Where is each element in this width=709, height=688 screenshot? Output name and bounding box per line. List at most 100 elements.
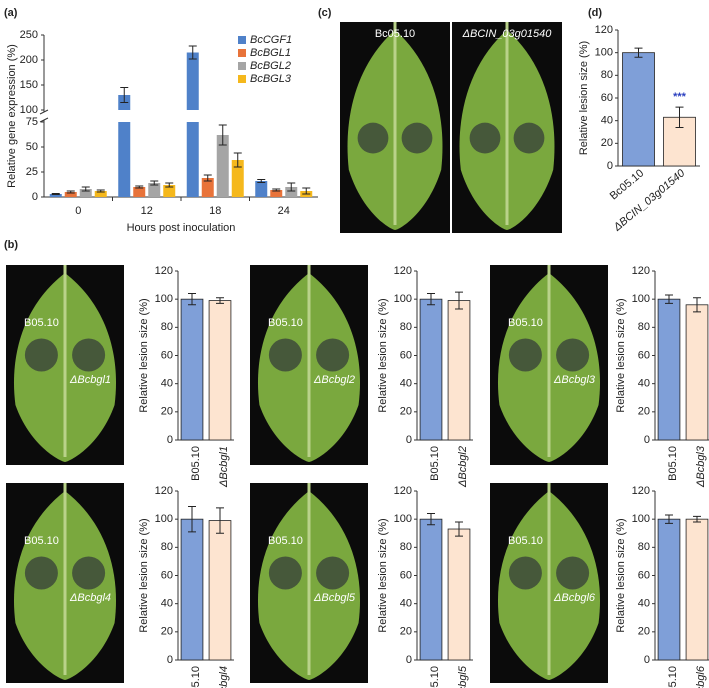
error-bar [135, 185, 144, 189]
photo-label: ΔBcbgl1 [69, 374, 111, 386]
y-tick-label: 0 [644, 654, 650, 666]
bar [201, 178, 214, 197]
bar [118, 95, 131, 197]
bar [419, 518, 443, 661]
bar [180, 518, 204, 661]
axis-break [39, 109, 49, 123]
bar [208, 300, 232, 441]
error-bar [427, 293, 435, 306]
x-tick-label: B05.10 [667, 666, 679, 688]
y-axis-label: Relative lesion size (%) [138, 298, 150, 412]
y-tick-label: 40 [400, 598, 412, 610]
bar [622, 52, 655, 167]
x-tick-label: ΔBcbgl4 [218, 666, 230, 688]
photo-label: B05.10 [508, 317, 543, 329]
photo-label: ΔBcbgl3 [553, 374, 596, 386]
x-tick-label: B05.10 [190, 666, 202, 688]
y-tick-label: 20 [601, 137, 613, 149]
y-axis-label: Relative lesion size (%) [377, 298, 389, 412]
y-tick-label: 60 [400, 349, 412, 361]
x-tick-label: 18 [209, 205, 221, 217]
y-tick-label: 80 [601, 69, 613, 81]
bar [447, 300, 471, 441]
photo-label: ΔBcbgl2 [313, 374, 355, 386]
legend-label: BcCGF1 [250, 34, 292, 46]
photo-label: ΔBcbgl6 [553, 592, 596, 604]
error-bar [150, 180, 159, 186]
x-tick-label: B05.10 [429, 446, 441, 481]
y-tick-label: 80 [400, 321, 412, 333]
y-tick-label: 100 [394, 293, 412, 305]
error-bar [96, 189, 105, 193]
panel-label: (b) [4, 239, 18, 251]
error-bar [665, 294, 673, 304]
error-bar [203, 174, 212, 182]
error-bar [165, 182, 174, 188]
y-tick-label: 120 [595, 24, 613, 36]
error-bar [302, 187, 311, 195]
y-tick-label: 250 [20, 29, 38, 41]
photo-label: ΔBcbgl5 [313, 592, 356, 604]
y-tick-label: 120 [155, 485, 173, 497]
y-tick-label: 100 [632, 293, 650, 305]
error-bar [188, 45, 197, 60]
panel-label: (c) [318, 7, 332, 19]
error-bar [218, 124, 227, 146]
y-tick-label: 100 [394, 513, 412, 525]
error-bar [675, 106, 684, 128]
photo-label: B05.10 [508, 535, 543, 547]
lesion [24, 338, 58, 372]
y-tick-label: 80 [638, 321, 650, 333]
lesion [24, 556, 58, 590]
x-tick-label: B05.10 [429, 666, 441, 688]
lesion [556, 556, 590, 590]
error-bar [216, 297, 224, 304]
y-tick-label: 80 [161, 541, 173, 553]
x-tick-label: B05.10 [667, 446, 679, 481]
error-bar [455, 521, 463, 537]
y-tick-label: 50 [26, 141, 38, 153]
y-tick-label: 120 [394, 265, 412, 277]
legend-label: BcBGL1 [250, 47, 291, 59]
x-tick-label: 12 [141, 205, 153, 217]
bar [285, 187, 298, 197]
y-tick-label: 100 [155, 513, 173, 525]
y-tick-label: 100 [595, 47, 613, 59]
lesion [316, 556, 350, 590]
error-bar [51, 193, 60, 195]
y-tick-label: 40 [638, 598, 650, 610]
lesion [508, 556, 542, 590]
y-tick-label: 200 [20, 54, 38, 66]
y-axis-label: Relative lesion size (%) [138, 518, 150, 632]
bar [419, 298, 443, 441]
y-tick-label: 0 [406, 654, 412, 666]
y-tick-label: 40 [161, 598, 173, 610]
bar [657, 298, 681, 441]
photo-label: B05.10 [268, 535, 303, 547]
error-bar [287, 182, 296, 192]
y-tick-label: 75 [26, 116, 38, 128]
legend-swatch [238, 36, 246, 44]
lesion [268, 338, 302, 372]
y-tick-label: 60 [638, 349, 650, 361]
panel-label: (a) [4, 7, 18, 19]
bar [231, 160, 244, 197]
bar [447, 528, 471, 661]
y-axis-label: Relative lesion size (%) [615, 298, 627, 412]
panel-label: (d) [588, 7, 602, 19]
x-tick-label: ΔBcbgl6 [695, 665, 707, 688]
y-tick-label: 120 [155, 265, 173, 277]
error-bar [693, 297, 701, 313]
error-bar [693, 515, 701, 523]
y-axis-label: Relative gene expression (%) [6, 44, 18, 188]
y-tick-label: 60 [400, 569, 412, 581]
y-tick-label: 20 [161, 406, 173, 418]
x-tick-label: ΔBcbgl3 [695, 445, 707, 488]
y-tick-label: 0 [32, 191, 38, 203]
y-tick-label: 120 [632, 485, 650, 497]
legend-swatch [238, 62, 246, 70]
y-tick-label: 20 [400, 626, 412, 638]
photo-label: B05.10 [268, 317, 303, 329]
error-bar [188, 505, 196, 533]
bar [133, 187, 146, 197]
